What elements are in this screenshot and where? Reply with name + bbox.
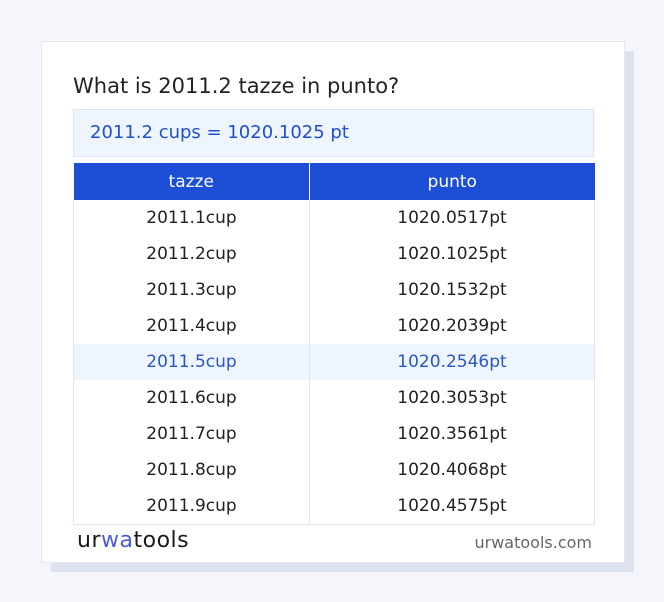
punto-cell: 1020.2039pt <box>308 308 596 344</box>
punto-cell: 1020.0517pt <box>308 200 596 236</box>
table-row: 2011.9cup 1020.4575pt <box>73 488 596 525</box>
page-title: What is 2011.2 tazze in punto? <box>73 74 400 98</box>
table-row: 2011.7cup 1020.3561pt <box>73 416 596 452</box>
punto-cell: 1020.1025pt <box>308 236 596 272</box>
punto-cell: 1020.4068pt <box>308 452 596 488</box>
table-row: 2011.2cup 1020.1025pt <box>73 236 596 272</box>
conversion-table: tazze punto 2011.1cup 1020.0517pt 2011.2cu… <box>73 163 596 525</box>
table-row: 2011.8cup 1020.4068pt <box>73 452 596 488</box>
tazze-cell: 2011.3cup <box>73 272 310 308</box>
tazze-cell: 2011.4cup <box>73 308 310 344</box>
punto-cell: 1020.4575pt <box>308 488 596 525</box>
punto-cell: 1020.3053pt <box>308 380 596 416</box>
site-link[interactable]: urwatools.com <box>474 533 593 552</box>
punto-cell: 1020.3561pt <box>308 416 596 452</box>
table-row: 2011.4cup 1020.2039pt <box>73 308 596 344</box>
tazze-cell: 2011.2cup <box>73 236 310 272</box>
punto-cell: 1020.1532pt <box>308 272 596 308</box>
tazze-cell: 2011.5cup <box>73 344 310 380</box>
tazze-cell: 2011.9cup <box>73 488 310 525</box>
table-row: 2011.5cup 1020.2546pt <box>73 344 596 380</box>
table-row: 2011.1cup 1020.0517pt <box>73 200 596 236</box>
tazze-cell: 2011.8cup <box>73 452 310 488</box>
tazze-cell: 2011.7cup <box>73 416 310 452</box>
punto-cell: 1020.2546pt <box>308 344 596 380</box>
tazze-cell: 2011.6cup <box>73 380 310 416</box>
tazze-cell: 2011.1cup <box>73 200 310 236</box>
table-row: 2011.3cup 1020.1532pt <box>73 272 596 308</box>
result-box: 2011.2 cups = 1020.1025 pt <box>73 109 594 157</box>
column-header-tazze: tazze <box>73 163 310 200</box>
urwatools-logo[interactable]: urwatools <box>77 528 190 553</box>
table-row: 2011.6cup 1020.3053pt <box>73 380 596 416</box>
column-header-punto: punto <box>309 163 595 200</box>
converter-card: What is 2011.2 tazze in punto? 2011.2 cu… <box>41 41 625 563</box>
